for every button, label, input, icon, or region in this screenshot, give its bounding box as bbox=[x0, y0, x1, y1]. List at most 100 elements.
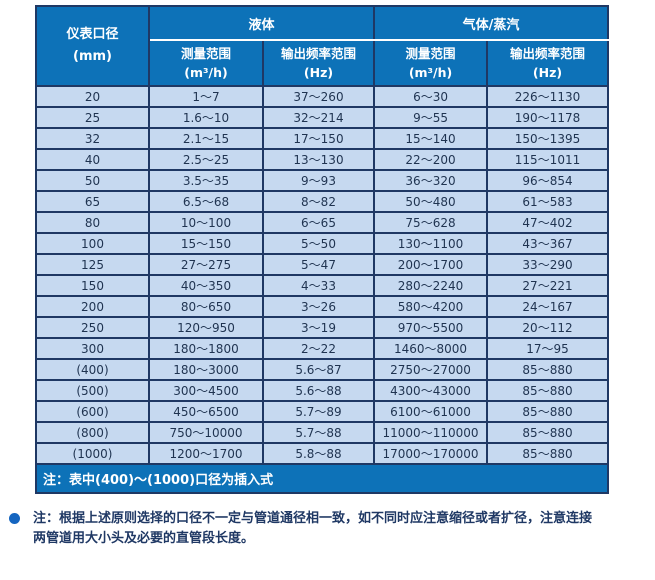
table-cell: 20 bbox=[35, 85, 150, 108]
table-cell: 85～880 bbox=[486, 442, 610, 465]
table-cell: 6～65 bbox=[261, 211, 376, 234]
table-cell: 300～4500 bbox=[148, 379, 264, 402]
header-label: 输出频率范围 bbox=[281, 45, 357, 61]
table-cell: 3～26 bbox=[261, 295, 376, 318]
table-cell: 2750～27000 bbox=[373, 358, 489, 381]
table-row: 20 1～7 37～260 6～30 226～1130 bbox=[35, 85, 610, 108]
table-cell: 50 bbox=[35, 169, 150, 192]
header-label: 测量范围 bbox=[180, 45, 231, 61]
table-cell: 180～3000 bbox=[148, 358, 264, 381]
table-cell: 75～628 bbox=[373, 211, 489, 234]
table-cell: 65 bbox=[35, 190, 150, 213]
table-cell: 130～1100 bbox=[373, 232, 489, 255]
table-cell: 970～5500 bbox=[373, 316, 489, 339]
header-sub-row: 测量范围 (m³/h) 输出频率范围 (Hz) 测量范围 (m³/h) 输出频率… bbox=[36, 39, 610, 87]
table-cell: 17000～170000 bbox=[373, 442, 489, 465]
table-cell: 5.8～88 bbox=[261, 442, 376, 465]
table-cell: 2.5～25 bbox=[148, 148, 264, 171]
table-cell: 37～260 bbox=[261, 85, 376, 108]
table-row: 150 40～350 4～33 280～2240 27～221 bbox=[35, 274, 610, 297]
table-cell: 580～4200 bbox=[373, 295, 489, 318]
table-cell: 27～221 bbox=[486, 274, 610, 297]
table-row: (1000) 1200～1700 5.8～88 17000～170000 85～880 bbox=[35, 442, 610, 465]
table-row: (500) 300～4500 5.6～88 4300～43000 85～880 bbox=[35, 379, 610, 402]
table-cell: 85～880 bbox=[486, 379, 610, 402]
table-row: 40 2.5～25 13～130 22～200 115～1011 bbox=[35, 148, 610, 171]
table-cell: 5～47 bbox=[261, 253, 376, 276]
table-cell: 17～150 bbox=[261, 127, 376, 150]
table-cell: 5.6～87 bbox=[261, 358, 376, 381]
table-cell: 40 bbox=[35, 148, 150, 171]
table-cell: 6100～61000 bbox=[373, 400, 489, 423]
table-cell: 15～150 bbox=[148, 232, 264, 255]
table-cell: 125 bbox=[35, 253, 150, 276]
table-cell: 85～880 bbox=[486, 421, 610, 444]
table-cell: 180～1800 bbox=[148, 337, 264, 360]
table-cell: 22～200 bbox=[373, 148, 489, 171]
table-cell: 8～82 bbox=[261, 190, 376, 213]
table-cell: 9～93 bbox=[261, 169, 376, 192]
bottom-note-text: 注：根据上述原则选择的口径不一定与管道通径相一致，如不同时应注意缩径或者扩径，注… bbox=[33, 509, 592, 548]
table-cell: 96～854 bbox=[486, 169, 610, 192]
table-cell: 33～290 bbox=[486, 253, 610, 276]
table-body: 20 1～7 37～260 6～30 226～1130 25 1.6～10 32～214 9～5… bbox=[35, 85, 610, 465]
table-cell: 20～112 bbox=[486, 316, 610, 339]
table-cell: 120～950 bbox=[148, 316, 264, 339]
header-group-row: 仪表口径 (mm) 液体 气体/蒸汽 bbox=[35, 5, 610, 87]
flowmeter-spec-table: 仪表口径 (mm) 液体 气体/蒸汽 测量范围 (m³/h) 输出频率范围 (H… bbox=[34, 5, 610, 494]
table-cell: (1000) bbox=[35, 442, 150, 465]
footer-note: 注：表中(400)～(1000)口径为插入式 bbox=[34, 463, 610, 494]
table-row: 300 180～1800 2～22 1460～8000 17～95 bbox=[35, 337, 610, 360]
table-cell: 13～130 bbox=[261, 148, 376, 171]
table-cell: 5.6～88 bbox=[261, 379, 376, 402]
header-diameter-title: 仪表口径 bbox=[66, 26, 119, 42]
table-row: (400) 180～3000 5.6～87 2750～27000 85～880 bbox=[35, 358, 610, 381]
table-cell: 280～2240 bbox=[373, 274, 489, 297]
table-row: (600) 450～6500 5.7～89 6100～61000 85～880 bbox=[35, 400, 610, 423]
table-cell: 5.7～89 bbox=[261, 400, 376, 423]
table-cell: 5.7～88 bbox=[261, 421, 376, 444]
table-cell: 11000～110000 bbox=[373, 421, 489, 444]
table-cell: 9～55 bbox=[373, 106, 489, 129]
table-cell: 450～6500 bbox=[148, 400, 264, 423]
table-header: 仪表口径 (mm) 液体 气体/蒸汽 测量范围 (m³/h) 输出频率范围 (H… bbox=[35, 5, 610, 87]
header-gas-measure: 测量范围 (m³/h) bbox=[373, 39, 489, 87]
table-cell: 43～367 bbox=[486, 232, 610, 255]
table-cell: 32 bbox=[35, 127, 150, 150]
header-unit: (m³/h) bbox=[408, 65, 453, 80]
table-cell: 100 bbox=[35, 232, 150, 255]
header-unit: (Hz) bbox=[532, 65, 563, 80]
table-cell: 1460～8000 bbox=[373, 337, 489, 360]
table-cell: 24～167 bbox=[486, 295, 610, 318]
table-cell: 4～33 bbox=[261, 274, 376, 297]
table-row: 32 2.1～15 17～150 15～140 150～1395 bbox=[35, 127, 610, 150]
table-cell: 200～1700 bbox=[373, 253, 489, 276]
table-cell: 200 bbox=[35, 295, 150, 318]
table-cell: 85～880 bbox=[486, 400, 610, 423]
table-row: 125 27～275 5～47 200～1700 33～290 bbox=[35, 253, 610, 276]
table-cell: (800) bbox=[35, 421, 150, 444]
table-cell: 15～140 bbox=[373, 127, 489, 150]
table-cell: 80～650 bbox=[148, 295, 264, 318]
table-cell: 6.5～68 bbox=[148, 190, 264, 213]
table-cell: 226～1130 bbox=[486, 85, 610, 108]
table-row: 250 120～950 3～19 970～5500 20～112 bbox=[35, 316, 610, 339]
table-cell: 4300～43000 bbox=[373, 379, 489, 402]
table-cell: 80 bbox=[35, 211, 150, 234]
table-cell: 150 bbox=[35, 274, 150, 297]
table-cell: 47～402 bbox=[486, 211, 610, 234]
table-row: 200 80～650 3～26 580～4200 24～167 bbox=[35, 295, 610, 318]
table-cell: 250 bbox=[35, 316, 150, 339]
header-group-liquid: 液体 bbox=[147, 5, 376, 41]
table-cell: 40～350 bbox=[148, 274, 264, 297]
table-cell: 10～100 bbox=[148, 211, 264, 234]
header-diameter-unit: (mm) bbox=[73, 49, 112, 64]
bottom-note-line: 注：根据上述原则选择的口径不一定与管道通径相一致，如不同时应注意缩径或者扩径，注… bbox=[33, 511, 593, 526]
table-cell: 300 bbox=[35, 337, 150, 360]
table-cell: 5～50 bbox=[261, 232, 376, 255]
table-row: 50 3.5～35 9～93 36～320 96～854 bbox=[35, 169, 610, 192]
table-row: 65 6.5～68 8～82 50～480 61～583 bbox=[35, 190, 610, 213]
table-cell: 2.1～15 bbox=[148, 127, 264, 150]
header-gas-frequency: 输出频率范围 (Hz) bbox=[486, 39, 610, 87]
table-row: 80 10～100 6～65 75～628 47～402 bbox=[35, 211, 610, 234]
